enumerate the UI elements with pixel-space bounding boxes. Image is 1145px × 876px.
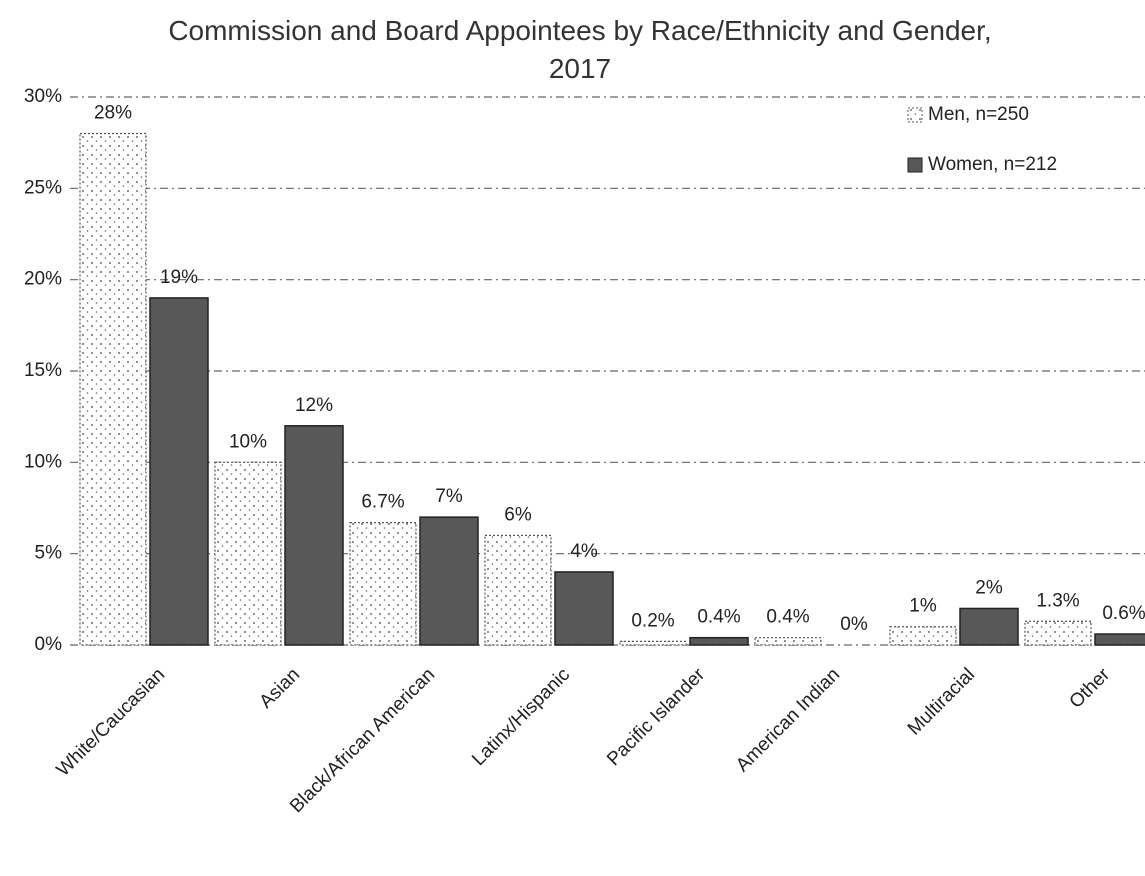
x-tick-label: American Indian xyxy=(732,664,844,776)
y-tick-label: 15% xyxy=(24,360,62,381)
bar xyxy=(619,640,687,646)
data-label: 0.2% xyxy=(631,610,674,631)
bar xyxy=(889,626,957,646)
y-tick-label: 25% xyxy=(24,177,62,198)
data-label: 0% xyxy=(840,614,868,635)
bar xyxy=(1024,620,1092,646)
y-tick-label: 10% xyxy=(24,451,62,472)
data-label: 6.7% xyxy=(361,492,404,513)
bar xyxy=(79,132,147,646)
x-tick-label: Other xyxy=(1066,664,1115,713)
bar xyxy=(754,637,822,646)
data-label: 12% xyxy=(295,395,333,416)
chart-title: Commission and Board Appointees by Race/… xyxy=(168,15,992,84)
data-label: 19% xyxy=(160,267,198,288)
data-label: 28% xyxy=(94,103,132,124)
data-label: 0.4% xyxy=(766,607,809,628)
data-label: 1% xyxy=(909,596,937,617)
legend-label: Women, n=212 xyxy=(928,154,1057,175)
bar xyxy=(214,461,282,646)
x-tick-label: Black/African American xyxy=(286,664,439,817)
y-tick-label: 30% xyxy=(24,86,62,107)
data-label: 0.4% xyxy=(697,607,740,628)
bar xyxy=(1094,633,1145,646)
x-tick-label: Multiracial xyxy=(904,664,979,739)
y-tick-label: 20% xyxy=(24,269,62,290)
legend-label: Men, n=250 xyxy=(928,104,1029,125)
x-tick-label: Latinx/Hispanic xyxy=(468,664,574,770)
legend-swatch xyxy=(907,157,923,173)
bar xyxy=(284,425,344,646)
bar xyxy=(484,534,552,646)
data-label: 7% xyxy=(435,486,463,507)
bar xyxy=(419,516,479,646)
y-tick-label: 0% xyxy=(35,634,63,655)
x-tick-label: White/Caucasian xyxy=(53,664,169,780)
y-tick-label: 5% xyxy=(35,543,63,564)
data-label: 10% xyxy=(229,431,267,452)
data-label: 2% xyxy=(975,577,1003,598)
bar xyxy=(689,636,749,646)
bar xyxy=(349,522,417,646)
legend-swatch xyxy=(907,107,923,123)
data-label: 6% xyxy=(504,504,532,525)
x-tick-label: Asian xyxy=(256,664,304,712)
data-label: 1.3% xyxy=(1036,590,1079,611)
bar xyxy=(149,297,209,646)
data-label: 0.6% xyxy=(1102,603,1145,624)
bar xyxy=(959,607,1019,646)
bar xyxy=(554,571,614,646)
x-tick-label: Pacific Islander xyxy=(603,664,709,770)
data-label: 4% xyxy=(570,541,598,562)
